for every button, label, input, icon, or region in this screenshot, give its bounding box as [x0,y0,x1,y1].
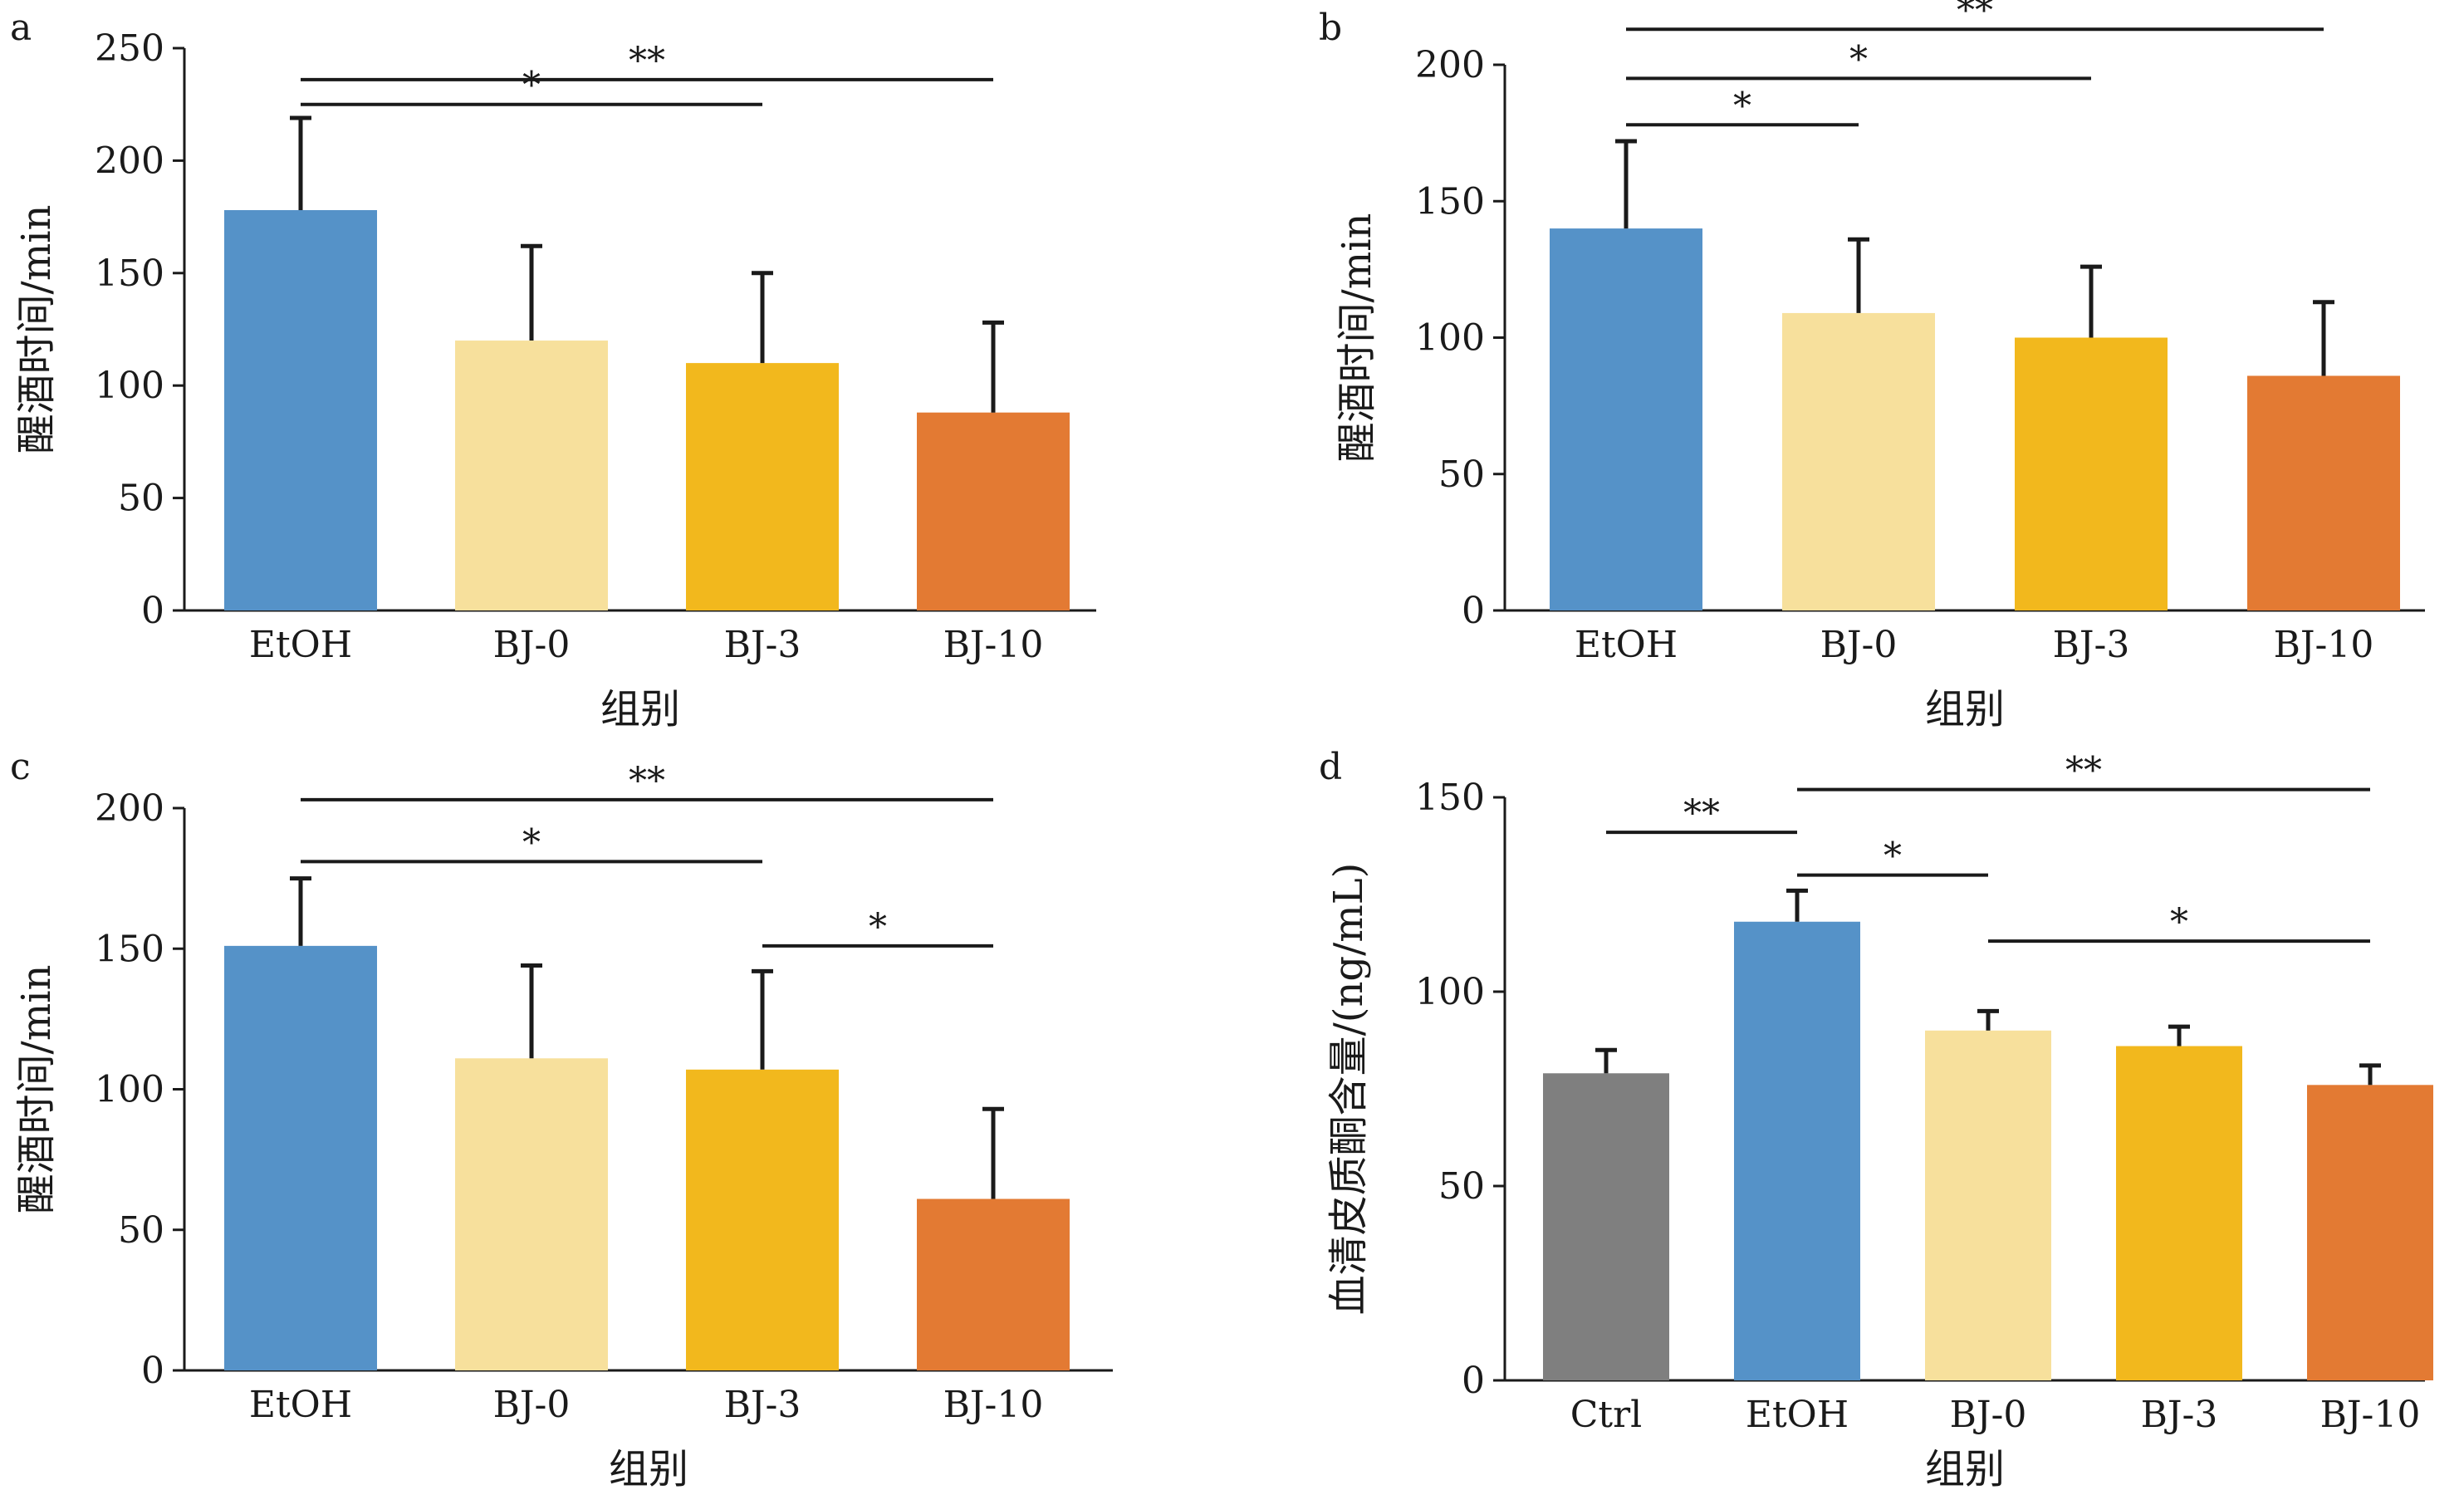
y-tick-label: 0 [141,1350,164,1392]
x-axis-title: 组别 [609,1446,688,1490]
panel-c: c 0 50 100 150 200 EtOH BJ-0 BJ-3 BJ-10 组别 醒酒时间/min… [10,746,1113,1490]
y-tick-label: 100 [95,1069,164,1111]
bar [1550,228,1702,610]
y-tick-label: 50 [1438,453,1485,496]
bar [1925,1030,2051,1380]
y-axis-title: 醒酒时间/min [13,965,60,1214]
y-axis-title: 血清皮质酮含量/(ng/mL) [1325,863,1372,1316]
bar [2247,375,2400,610]
y-tick-label: 150 [95,928,164,970]
y-tick-label: 150 [1415,777,1485,819]
x-axis-title: 组别 [1925,1446,2005,1490]
panel-label: c [10,746,31,788]
panel-b: b 0 50 100 150 200 EtOH BJ-0 BJ-3 BJ-10 组别 醒酒时间/min… [1319,0,2425,733]
x-tick-label: BJ-0 [493,624,571,666]
y-tick-label: 250 [95,27,164,70]
y-tick-label: 150 [95,252,164,295]
y-tick-label: 200 [95,787,164,830]
significance-label: * [1849,38,1868,81]
y-tick-label: 150 [1415,180,1485,223]
bar [455,341,608,610]
y-tick-label: 100 [1415,317,1485,360]
x-tick-label: BJ-0 [1950,1394,2027,1436]
x-axis-title: 组别 [600,686,680,733]
panel-a: a 0 50 100 150 200 250 EtOH BJ-0 BJ-3 BJ-10 组别 醒酒时间/… [10,7,1096,733]
bar [2015,337,2168,610]
bar [2116,1046,2242,1380]
y-axis-title: 醒酒时间/min [13,205,60,454]
y-tick-label: 0 [1462,1360,1485,1402]
bar [224,209,377,610]
x-tick-label: BJ-10 [943,1384,1044,1426]
panel-label: a [10,7,32,49]
y-tick-label: 50 [118,478,164,520]
bar [1782,312,1935,610]
bar [1734,921,1860,1380]
x-tick-label: BJ-3 [724,624,801,666]
significance-label: * [869,906,887,948]
y-tick-label: 0 [141,590,164,632]
significance-label: * [522,821,541,864]
significance-label: ** [2065,750,2102,792]
x-tick-label: BJ-10 [943,624,1044,666]
panel-label: d [1319,746,1342,788]
y-tick-label: 0 [1462,590,1485,632]
significance-label: * [1884,836,1902,878]
bar [917,412,1070,610]
x-tick-label: EtOH [1746,1394,1849,1436]
significance-label: ** [629,760,665,802]
bar [686,363,839,610]
x-tick-label: BJ-3 [2053,624,2130,666]
y-tick-label: 100 [95,365,164,407]
x-tick-label: BJ-3 [2141,1394,2218,1436]
y-tick-label: 200 [95,140,164,182]
y-tick-label: 50 [1438,1165,1485,1208]
x-tick-label: BJ-3 [724,1384,801,1426]
bar [2307,1085,2433,1380]
y-axis-title: 醒酒时间/min [1334,213,1380,463]
significance-label: * [522,65,541,107]
bar [686,1069,839,1370]
y-tick-label: 200 [1415,44,1485,86]
x-tick-label: BJ-0 [493,1384,571,1426]
y-tick-label: 100 [1415,971,1485,1013]
bar [917,1198,1070,1370]
x-tick-label: BJ-0 [1820,624,1898,666]
significance-label: * [1733,85,1751,127]
x-tick-label: EtOH [249,1384,352,1426]
x-tick-label: EtOH [249,624,352,666]
x-tick-label: EtOH [1575,624,1678,666]
x-tick-label: BJ-10 [2320,1394,2421,1436]
panel-label: b [1319,7,1342,49]
panel-d: d 0 50 100 150 Ctrl EtOH BJ-0 BJ-3 BJ-10 组别 血清皮质酮含量… [1319,746,2433,1490]
x-tick-label: BJ-10 [2274,624,2374,666]
significance-label: ** [1957,0,1993,32]
significance-label: ** [1683,792,1720,835]
bar [1543,1073,1669,1380]
x-axis-title: 组别 [1925,686,2005,733]
y-tick-label: 50 [118,1209,164,1252]
x-tick-label: Ctrl [1570,1394,1642,1436]
significance-label: ** [629,40,665,82]
significance-label: * [2170,901,2188,944]
bar [455,1058,608,1370]
bar [224,945,377,1370]
